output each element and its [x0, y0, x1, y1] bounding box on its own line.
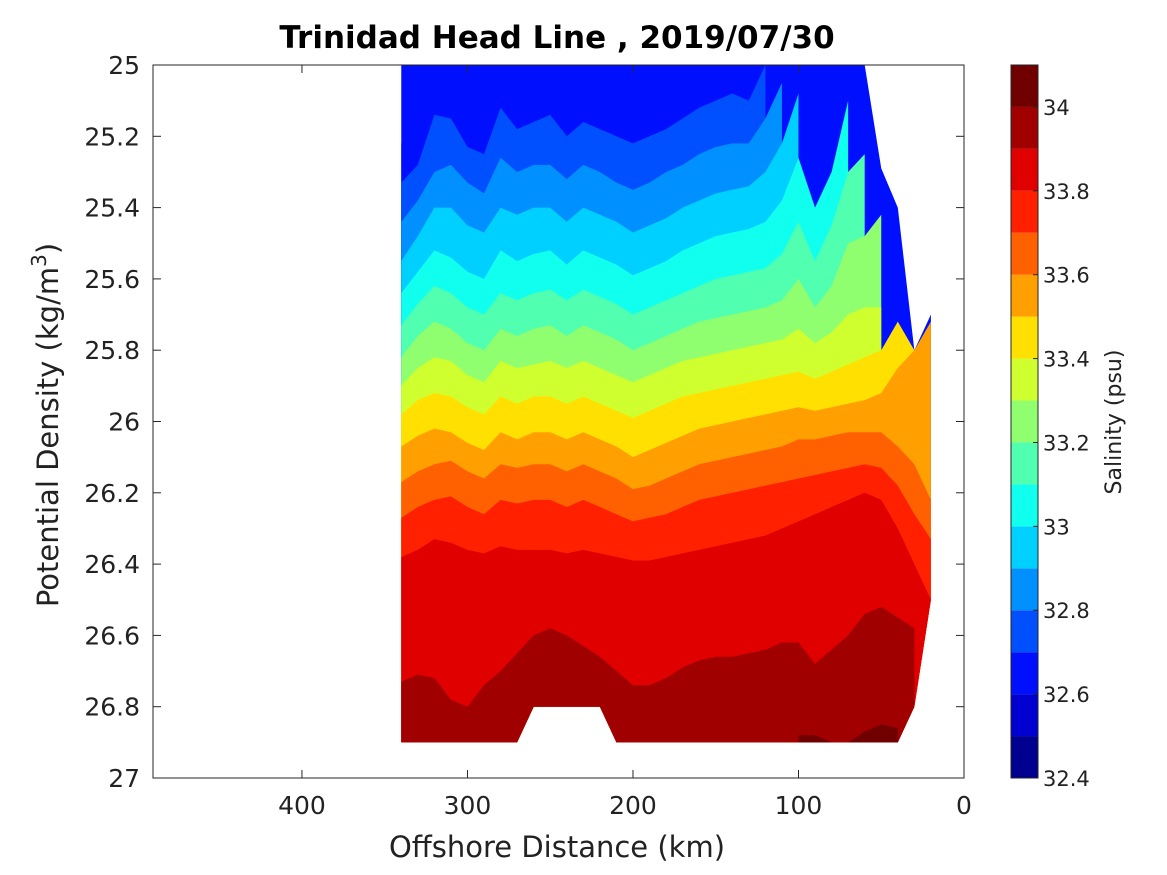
y-tick-label: 25.6	[84, 265, 140, 294]
x-axis: 400 300 200 100 0	[278, 65, 972, 820]
colorbar-tick-label: 32.4	[1043, 767, 1090, 791]
x-tick-label: 0	[956, 791, 972, 820]
y-tick-label: 26	[108, 408, 140, 437]
x-axis-label: Offshore Distance (km)	[389, 830, 725, 864]
salinity-band-34-05	[798, 724, 898, 743]
colorbar-tick-label: 33	[1043, 515, 1070, 539]
colorbar-tick-label: 33.2	[1043, 431, 1090, 455]
colorbar-swatch	[1011, 316, 1038, 359]
salinity-band-33-95	[401, 606, 915, 743]
chart-title: Trinidad Head Line , 2019/07/30	[279, 20, 834, 56]
colorbar-swatch	[1011, 274, 1038, 317]
y-tick-label: 25.4	[84, 194, 140, 223]
colorbar-swatch	[1011, 190, 1038, 233]
y-axis-label: Potential Density (kg/m3)	[27, 243, 65, 607]
colorbar-tick-label: 33.6	[1043, 264, 1090, 288]
colorbar-tick-label: 34	[1043, 96, 1070, 120]
colorbar-swatch	[1011, 694, 1038, 737]
colorbar-frame	[1010, 64, 1039, 779]
colorbar-tick-label: 32.8	[1043, 599, 1090, 623]
colorbar-swatch	[1011, 442, 1038, 485]
y-axis: 25 25.2 25.4 25.6 25.8 26 26.2 26.4 26.6 26.8 27	[84, 51, 964, 793]
colorbar-swatch	[1011, 484, 1038, 527]
y-tick-label: 25.8	[84, 336, 140, 365]
y-tick-label: 25	[108, 51, 140, 80]
colorbar-swatch	[1011, 358, 1038, 401]
colorbar-label: Salinity (psu)	[1102, 350, 1127, 495]
y-tick-label: 26.2	[84, 479, 140, 508]
y-tick-label: 25.2	[84, 122, 140, 151]
x-tick-label: 200	[609, 791, 657, 820]
colorbar-tick-label: 33.4	[1043, 348, 1090, 372]
colorbar-swatch	[1011, 106, 1038, 149]
colorbar-tick-label: 33.8	[1043, 180, 1090, 204]
colorbar-swatch	[1011, 232, 1038, 275]
colorbar-swatch	[1011, 400, 1038, 443]
colorbar-swatch	[1011, 568, 1038, 611]
colorbar-swatch	[1011, 652, 1038, 695]
x-tick-label: 100	[775, 791, 823, 820]
y-tick-label: 26.4	[84, 550, 140, 579]
x-tick-label: 400	[278, 791, 326, 820]
colorbar-tick-label: 32.6	[1043, 683, 1090, 707]
colorbar-swatch	[1011, 610, 1038, 653]
y-tick-label: 26.6	[84, 621, 140, 650]
colorbar: 32.4 32.6 32.8 33 33.2 33.4 33.6 33.8 34	[1010, 64, 1090, 791]
colorbar-swatch	[1011, 736, 1038, 778]
x-tick-label: 300	[444, 791, 492, 820]
y-tick-label: 27	[108, 764, 140, 793]
colorbar-swatch	[1011, 65, 1038, 107]
colorbar-swatch	[1011, 148, 1038, 191]
colorbar-swatch	[1011, 526, 1038, 569]
contour-fill-layer	[401, 65, 931, 743]
y-tick-label: 26.8	[84, 693, 140, 722]
